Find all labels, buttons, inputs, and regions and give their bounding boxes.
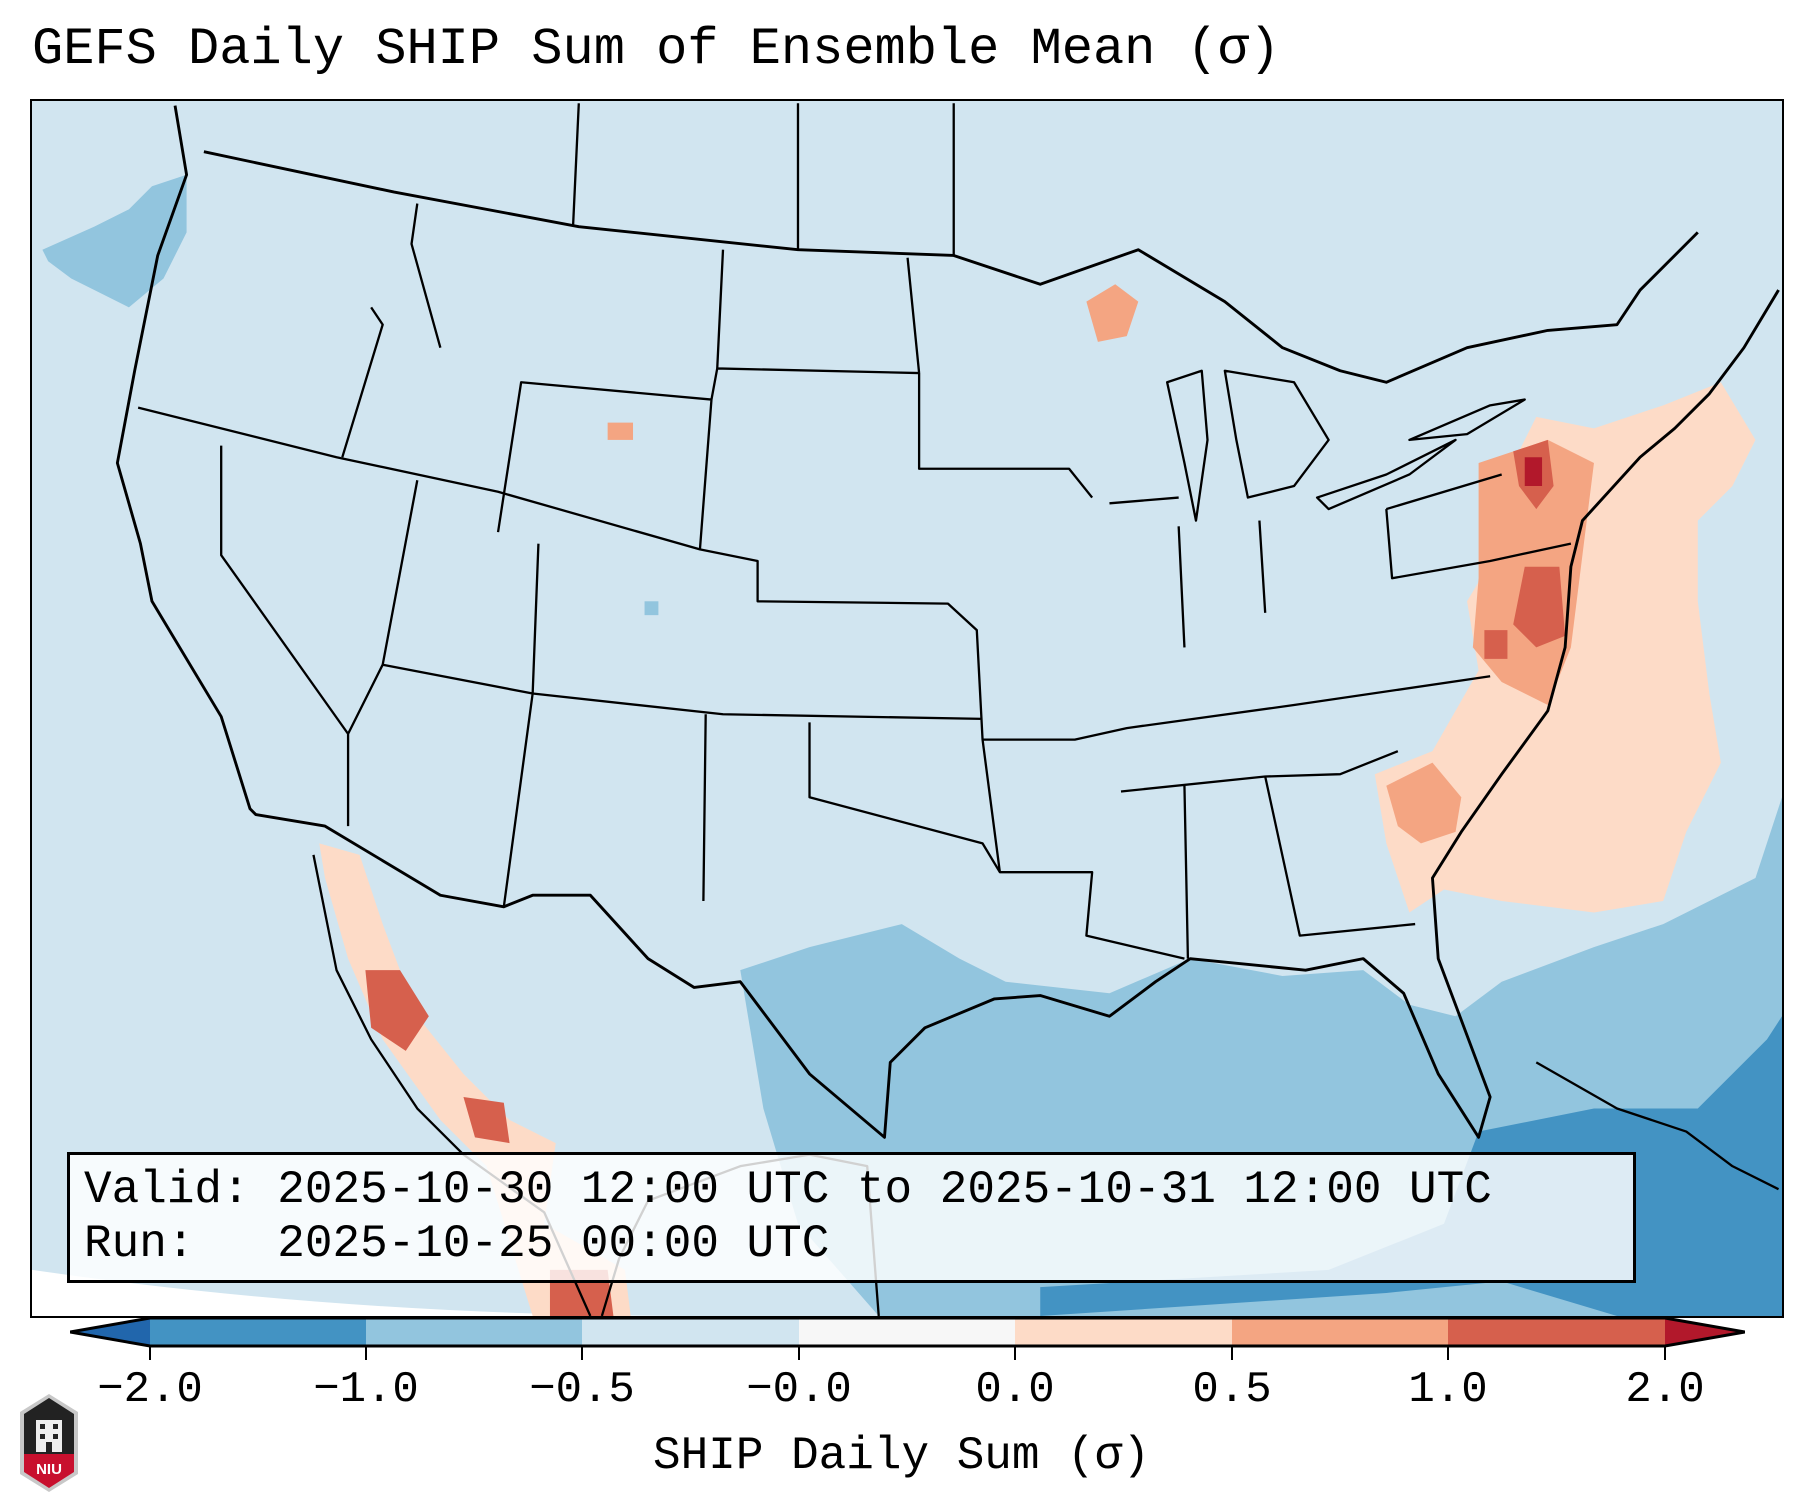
colorbar-bin-3 [582,1318,799,1346]
cuba [1535,1061,1780,1191]
colorbar-bin-7 [1448,1318,1665,1346]
colorbar-bin-4 [799,1318,1015,1346]
map-canvas [32,103,1782,1316]
canada-border [203,150,1699,384]
colorbar-tick-label: 0.5 [1192,1365,1272,1415]
colorbar-tick-marks [149,1346,1666,1360]
colorbar-tick-label: −0.0 [746,1365,852,1415]
valid-run-info-box: Valid: 2025-10-30 12:00 UTC to 2025-10-3… [67,1152,1636,1283]
great-lakes [1165,369,1526,522]
colorbar-extend-low [70,1318,150,1346]
colorbar-tick-label: −0.5 [529,1365,635,1415]
shade-ne-darkred [1524,457,1543,487]
valid-time: 2025-10-30 12:00 UTC to 2025-10-31 12:00… [277,1164,1492,1216]
run-time: 2025-10-25 00:00 UTC [277,1218,830,1270]
colorbar-tick-label: 2.0 [1625,1365,1705,1415]
shade-colorado [644,601,659,616]
shade-pacific-sw [32,1269,695,1316]
shade-ne-red [1484,439,1566,659]
field-shading [32,174,1782,1316]
colorbar [70,1316,1745,1348]
colorbar-label: SHIP Daily Sum (σ) [653,1430,1150,1482]
colorbar-tick-label: 0.0 [975,1365,1055,1415]
colorbar-extend-high [1665,1318,1745,1346]
colorbar-bin-6 [1232,1318,1448,1346]
shade-wyoming [607,422,634,440]
chart-title: GEFS Daily SHIP Sum of Ensemble Mean (σ) [32,20,1281,79]
shade-pacific-nw [42,174,187,308]
run-label: Run: [84,1218,195,1270]
shade-superior [1086,284,1139,342]
colorbar-tick-label: −2.0 [97,1365,203,1415]
us-outline [115,105,1780,1139]
valid-label: Valid: [84,1164,250,1216]
niu-logo: NIU [20,1394,78,1492]
state-lines [137,103,1572,960]
colorbar-tick-label: 1.0 [1408,1365,1488,1415]
colorbar-bin-1 [150,1318,366,1346]
colorbar-bin-2 [366,1318,582,1346]
map-panel [30,99,1784,1318]
svg-text:NIU: NIU [36,1461,62,1478]
colorbar-tick-label: −1.0 [313,1365,419,1415]
shade-carolina-salmon [1386,762,1462,844]
colorbar-bin-5 [1015,1318,1232,1346]
